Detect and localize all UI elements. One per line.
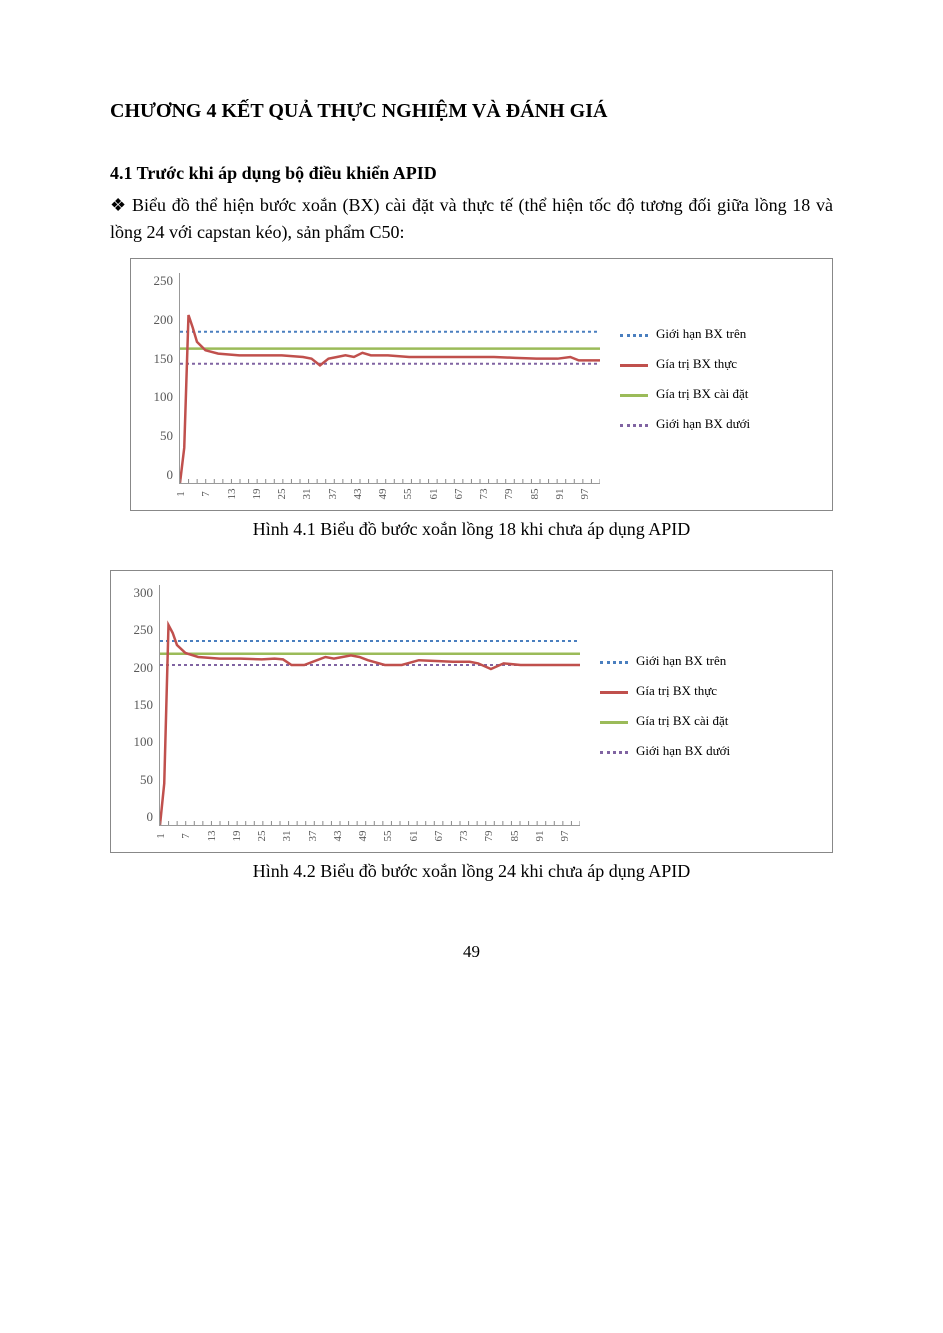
chart-2-container: 0 50 100 150 200 250 300 Giới hạn BX trên Gía t… <box>110 570 833 853</box>
x-tick: 73 <box>458 828 470 844</box>
x-tick: 43 <box>332 828 344 844</box>
legend-swatch-set <box>600 721 628 724</box>
x-tick: 49 <box>377 486 389 502</box>
legend-label-set: Gía trị BX cài đặt <box>656 386 748 402</box>
legend-label-lower: Giới hạn BX dưới <box>636 743 730 759</box>
x-tick-marks <box>180 479 600 483</box>
y-tick: 50 <box>145 428 173 444</box>
y-tick: 100 <box>145 389 173 405</box>
legend-swatch-set <box>620 394 648 397</box>
y-tick: 200 <box>145 312 173 328</box>
y-tick: 150 <box>145 351 173 367</box>
y-tick: 100 <box>125 734 153 750</box>
legend-item-set: Gía trị BX cài đặt <box>620 386 822 402</box>
chapter-heading: CHƯƠNG 4 KẾT QUẢ THỰC NGHIỆM VÀ ĐÁNH GIÁ <box>110 100 833 123</box>
legend-item-actual: Gía trị BX thực <box>600 683 822 699</box>
line-actual <box>180 315 600 483</box>
x-tick: 85 <box>529 486 541 502</box>
legend-label-set: Gía trị BX cài đặt <box>636 713 728 729</box>
chart-1-legend: Giới hạn BX trên Gía trị BX thực Gía trị B… <box>600 273 822 484</box>
x-tick: 43 <box>352 486 364 502</box>
legend-swatch-upper <box>600 661 628 664</box>
y-tick: 250 <box>125 622 153 638</box>
x-tick: 61 <box>408 828 420 844</box>
x-tick: 37 <box>327 486 339 502</box>
bullet-icon: ❖ <box>110 192 132 219</box>
legend-item-lower: Giới hạn BX dưới <box>600 743 822 759</box>
x-tick: 13 <box>226 486 238 502</box>
legend-label-actual: Gía trị BX thực <box>636 683 717 699</box>
legend-item-set: Gía trị BX cài đặt <box>600 713 822 729</box>
chart-2-x-axis: 17 13 19 25 31 37 43 49 55 61 67 73 79 85 91 97 <box>125 826 573 842</box>
legend-swatch-lower <box>600 751 628 754</box>
section-heading: 4.1 Trước khi áp dụng bộ điều khiển APID <box>110 163 833 184</box>
y-tick: 200 <box>125 660 153 676</box>
x-tick: 7 <box>200 486 212 502</box>
x-tick: 61 <box>428 486 440 502</box>
legend-item-upper: Giới hạn BX trên <box>600 653 822 669</box>
y-tick: 0 <box>145 467 173 483</box>
x-tick: 79 <box>503 486 515 502</box>
x-tick: 1 <box>155 828 167 844</box>
intro-paragraph: ❖Biểu đồ thể hiện bước xoắn (BX) cài đặt… <box>110 192 833 246</box>
x-tick-marks <box>160 821 580 825</box>
x-tick: 55 <box>382 828 394 844</box>
chart-1-plot <box>179 273 600 484</box>
chart-2-y-axis: 0 50 100 150 200 250 300 <box>125 585 159 825</box>
legend-label-actual: Gía trị BX thực <box>656 356 737 372</box>
legend-swatch-upper <box>620 334 648 337</box>
y-tick: 0 <box>125 809 153 825</box>
chart-2-caption: Hình 4.2 Biểu đồ bước xoắn lồng 24 khi c… <box>110 861 833 882</box>
x-tick: 1 <box>175 486 187 502</box>
legend-label-upper: Giới hạn BX trên <box>636 653 726 669</box>
legend-item-upper: Giới hạn BX trên <box>620 326 822 342</box>
x-tick: 85 <box>509 828 521 844</box>
chart-1-caption: Hình 4.1 Biểu đồ bước xoắn lồng 18 khi c… <box>110 519 833 540</box>
legend-swatch-lower <box>620 424 648 427</box>
x-tick: 19 <box>251 486 263 502</box>
y-tick: 300 <box>125 585 153 601</box>
x-tick: 73 <box>478 486 490 502</box>
legend-swatch-actual <box>600 691 628 694</box>
paragraph-text: Biểu đồ thể hiện bước xoắn (BX) cài đặt … <box>110 195 833 242</box>
x-tick: 7 <box>180 828 192 844</box>
x-tick: 55 <box>402 486 414 502</box>
x-tick: 67 <box>433 828 445 844</box>
y-tick: 150 <box>125 697 153 713</box>
x-tick: 91 <box>534 828 546 844</box>
legend-swatch-actual <box>620 364 648 367</box>
chart-1-y-axis: 0 50 100 150 200 250 <box>145 273 179 483</box>
chart-1-svg <box>180 273 600 483</box>
x-tick: 91 <box>554 486 566 502</box>
x-tick: 97 <box>579 486 591 502</box>
y-tick: 250 <box>145 273 173 289</box>
legend-item-actual: Gía trị BX thực <box>620 356 822 372</box>
legend-label-upper: Giới hạn BX trên <box>656 326 746 342</box>
chart-2-plot <box>159 585 580 826</box>
x-tick: 25 <box>276 486 288 502</box>
x-tick: 37 <box>307 828 319 844</box>
x-tick: 19 <box>231 828 243 844</box>
x-tick: 13 <box>206 828 218 844</box>
legend-item-lower: Giới hạn BX dưới <box>620 416 822 432</box>
x-tick: 49 <box>357 828 369 844</box>
x-tick: 31 <box>281 828 293 844</box>
chart-1-x-axis: 17 13 19 25 31 37 43 49 55 61 67 73 79 85 91 97 <box>145 484 593 500</box>
x-tick: 25 <box>256 828 268 844</box>
x-tick: 79 <box>483 828 495 844</box>
x-tick: 31 <box>301 486 313 502</box>
chart-1-container: 0 50 100 150 200 250 Giới hạn BX trên Gía trị … <box>130 258 833 511</box>
chart-2-svg <box>160 585 580 825</box>
y-tick: 50 <box>125 772 153 788</box>
x-tick: 97 <box>559 828 571 844</box>
legend-label-lower: Giới hạn BX dưới <box>656 416 750 432</box>
x-tick: 67 <box>453 486 465 502</box>
chart-2-legend: Giới hạn BX trên Gía trị BX thực Gía trị B… <box>580 585 822 826</box>
page-number: 49 <box>110 942 833 962</box>
